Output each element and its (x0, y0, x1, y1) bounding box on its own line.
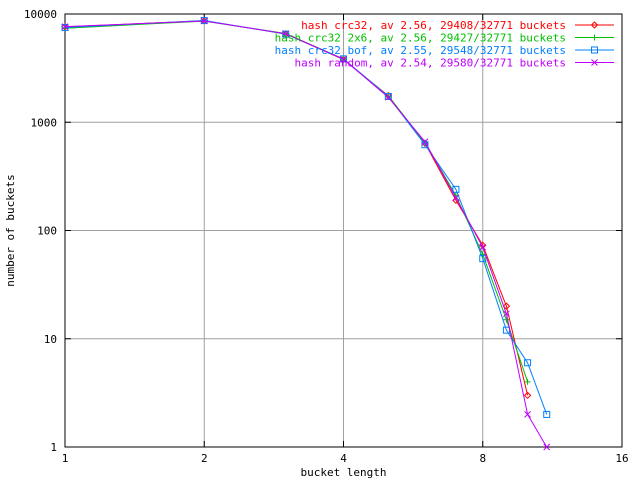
legend-entry: hash crc32 bof, av 2.55, 29548/32771 buc… (275, 44, 614, 57)
data-point (524, 411, 531, 418)
data-point (340, 55, 347, 63)
data-point (282, 30, 290, 38)
legend-label: hash random, av 2.54, 29580/32771 bucket… (294, 57, 566, 70)
data-point (503, 316, 510, 323)
data-point (384, 92, 392, 100)
x-tick-label: 2 (201, 452, 208, 465)
legend-label: hash crc32, av 2.56, 29408/32771 buckets (301, 19, 566, 32)
x-tick-label: 16 (615, 452, 628, 465)
y-tick-label: 1 (50, 441, 57, 454)
y-tick-label: 10000 (24, 8, 57, 21)
data-point (524, 359, 532, 367)
legend: hash crc32, av 2.56, 29408/32771 buckets… (275, 19, 614, 70)
data-point (384, 93, 392, 101)
data-point (452, 194, 460, 202)
data-point (591, 46, 598, 54)
series-line (64, 19, 548, 415)
legend-entry: hash crc32 2x6, av 2.56, 29427/32771 buc… (275, 32, 614, 45)
data-point (591, 59, 598, 66)
grid-lines (64, 13, 623, 448)
data-point (200, 17, 208, 25)
x-axis-label: bucket length (300, 466, 386, 479)
legend-entry: hash crc32, av 2.56, 29408/32771 buckets (301, 19, 614, 32)
axis-ticks: 1 2 4 8 16 1 10 100 1000 10000 (24, 8, 629, 465)
data-point (282, 30, 290, 38)
data-point (421, 138, 429, 146)
legend-label: hash crc32 bof, av 2.55, 29548/32771 buc… (275, 44, 566, 57)
x-tick-label: 8 (479, 452, 486, 465)
data-point (523, 391, 532, 400)
data-point (61, 24, 69, 32)
x-tick-label: 4 (340, 452, 347, 465)
y-tick-label: 10 (44, 333, 57, 346)
data-point (479, 255, 487, 263)
data-point (200, 17, 208, 25)
data-point (543, 443, 551, 451)
data-point (61, 23, 69, 30)
legend-label: hash crc32 2x6, av 2.56, 29427/32771 buc… (275, 32, 566, 45)
data-point (503, 310, 510, 318)
series-layer (61, 17, 551, 451)
series-3 (61, 17, 551, 418)
data-point (524, 378, 531, 385)
series-line (64, 20, 548, 448)
data-point (502, 302, 511, 310)
series-1 (61, 17, 532, 400)
data-point (591, 34, 598, 41)
data-point (590, 21, 599, 29)
series-4 (61, 17, 551, 451)
y-tick-label: 100 (37, 225, 57, 238)
data-point (452, 185, 460, 193)
data-point (340, 55, 347, 63)
x-tick-label: 1 (62, 452, 69, 465)
y-tick-label: 1000 (31, 116, 58, 129)
data-point (543, 410, 551, 418)
legend-entry: hash random, av 2.54, 29580/32771 bucket… (294, 57, 614, 70)
data-point (479, 243, 487, 251)
y-axis-label: number of buckets (4, 174, 17, 287)
